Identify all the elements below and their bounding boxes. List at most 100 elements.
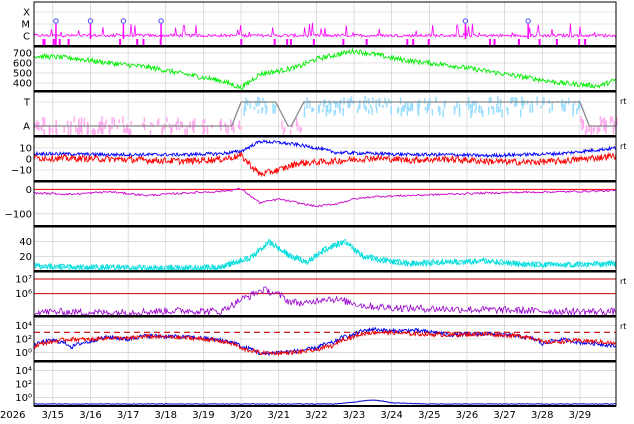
- away-sector-mark: [611, 116, 614, 122]
- y-tick-label: 10⁷: [15, 274, 32, 285]
- axis-labels: 3/15 3/16 3/17 3/18 3/19 3/20 3/21 3/22 3/23 3/24…: [5, 8, 627, 422]
- toward-sector-mark: [407, 101, 409, 110]
- away-sector-mark: [203, 125, 206, 134]
- toward-sector-mark: [435, 96, 437, 104]
- toward-sector-mark: [437, 105, 440, 113]
- away-sector-mark: [123, 124, 125, 131]
- toward-sector-mark: [303, 109, 306, 118]
- toward-sector-mark: [339, 107, 341, 114]
- away-sector-mark: [52, 127, 54, 134]
- y-tick-label: 400: [13, 79, 32, 90]
- away-sector-mark: [238, 120, 241, 130]
- x-tick-label: 3/23: [343, 410, 365, 421]
- toward-sector-mark: [403, 104, 405, 112]
- toward-sector-mark: [390, 106, 392, 115]
- flare-marker: [53, 18, 59, 24]
- away-sector-mark: [75, 125, 77, 133]
- flare-bar: [273, 39, 276, 45]
- imf-bt-line: [33, 138, 617, 159]
- away-sector-mark: [161, 127, 163, 136]
- away-sector-mark: [202, 119, 204, 129]
- temperature-line: [33, 286, 617, 317]
- y-tick-label: 10: [19, 144, 32, 155]
- away-sector-mark: [225, 124, 227, 133]
- toward-sector-mark: [343, 97, 345, 105]
- toward-sector-mark: [334, 109, 337, 114]
- toward-sector-mark: [411, 102, 413, 108]
- away-sector-mark: [162, 125, 164, 132]
- toward-sector-mark: [326, 104, 329, 112]
- x-tick-label: 3/20: [230, 410, 252, 421]
- sector-step-line: [34, 101, 616, 127]
- toward-sector-mark: [325, 108, 328, 117]
- toward-sector-mark: [417, 107, 420, 116]
- toward-sector-mark: [576, 107, 578, 115]
- flare-marker: [462, 18, 469, 24]
- away-sector-mark: [282, 129, 285, 138]
- toward-sector-mark: [572, 108, 574, 117]
- away-sector-mark: [291, 124, 293, 129]
- away-sector-mark: [170, 126, 172, 136]
- away-sector-mark: [166, 117, 168, 122]
- away-sector-mark: [227, 126, 229, 136]
- flare-bar: [555, 39, 558, 45]
- toward-sector-mark: [456, 101, 458, 109]
- electron-flux-line-b: [33, 329, 617, 357]
- away-sector-mark: [101, 116, 103, 125]
- away-sector-mark: [300, 127, 303, 132]
- flare-bar: [489, 39, 492, 45]
- away-sector-mark: [91, 129, 94, 134]
- toward-sector-mark: [515, 100, 518, 106]
- toward-sector-mark: [243, 106, 246, 116]
- away-sector-mark: [181, 121, 184, 129]
- toward-sector-mark: [474, 108, 476, 114]
- away-sector-mark: [108, 129, 111, 138]
- away-sector-mark: [230, 124, 233, 131]
- toward-sector-mark: [490, 98, 493, 103]
- away-sector-mark: [80, 117, 83, 124]
- away-sector-mark: [130, 121, 132, 125]
- toward-sector-mark: [363, 103, 366, 110]
- y-tick-label: M: [21, 20, 30, 31]
- away-sector-mark: [49, 127, 52, 132]
- toward-sector-mark: [543, 97, 545, 105]
- y-tick-label: 10²: [15, 380, 32, 391]
- toward-sector-mark: [272, 102, 274, 108]
- toward-sector-mark: [488, 97, 491, 104]
- away-sector-mark: [609, 116, 612, 124]
- toward-sector-mark: [426, 103, 429, 112]
- flare-bar: [67, 39, 70, 45]
- toward-sector-mark: [311, 107, 313, 113]
- panel-frame: [33, 91, 617, 137]
- toward-sector-mark: [245, 97, 247, 105]
- toward-sector-mark: [336, 102, 339, 108]
- toward-sector-mark: [303, 101, 306, 105]
- toward-sector-mark: [306, 101, 308, 109]
- toward-sector-mark: [397, 106, 400, 113]
- away-sector-mark: [105, 119, 107, 124]
- toward-sector-mark: [303, 106, 306, 110]
- away-sector-mark: [83, 117, 86, 127]
- toward-sector-mark: [487, 106, 490, 115]
- away-sector-mark: [603, 117, 606, 121]
- toward-sector-mark: [255, 100, 257, 107]
- away-sector-mark: [204, 118, 206, 124]
- away-sector-mark: [149, 129, 152, 138]
- toward-sector-mark: [478, 104, 480, 113]
- flare-bar: [286, 39, 289, 45]
- toward-sector-mark: [404, 102, 407, 108]
- away-sector-mark: [193, 117, 196, 127]
- toward-sector-mark: [540, 105, 542, 109]
- away-sector-mark: [43, 117, 46, 126]
- away-sector-mark: [605, 120, 608, 129]
- toward-sector-mark: [519, 109, 522, 118]
- flare-bar: [159, 39, 162, 45]
- toward-sector-mark: [473, 100, 475, 106]
- toward-sector-mark: [424, 98, 426, 104]
- away-sector-mark: [219, 121, 221, 127]
- away-sector-mark: [603, 120, 606, 129]
- flare-bar: [119, 39, 122, 45]
- panel-frames: [33, 1, 617, 407]
- x-tick-label: 3/25: [418, 410, 440, 421]
- toward-sector-mark: [257, 109, 260, 114]
